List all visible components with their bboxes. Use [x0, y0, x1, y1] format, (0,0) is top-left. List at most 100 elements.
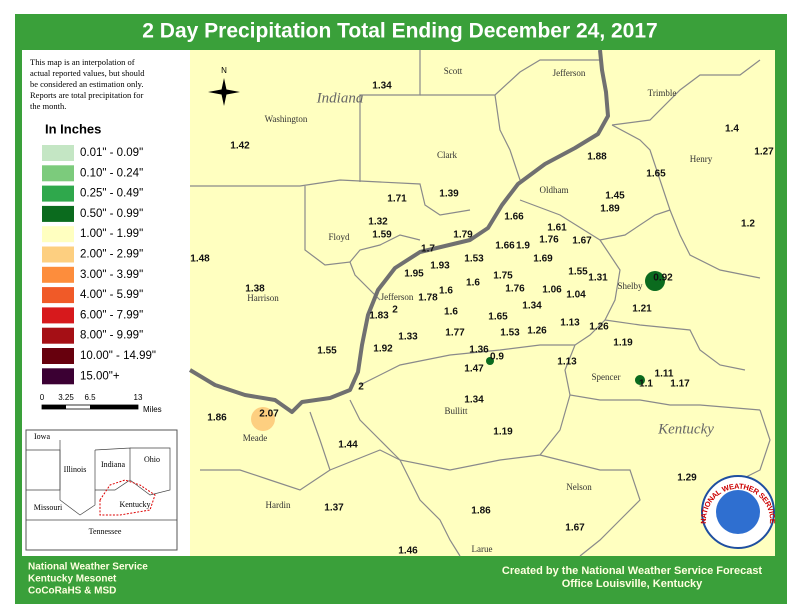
precip-reading: 1.65: [488, 312, 508, 323]
precip-reading: 1.77: [445, 328, 465, 339]
note-line: actual reported values, but should: [30, 68, 145, 78]
title: 2 Day Precipitation Total Ending Decembe…: [142, 20, 657, 43]
legend-label: 15.00"+: [80, 370, 120, 382]
precip-reading: 1.06: [542, 285, 562, 296]
footer-right: Created by the National Weather Service …: [502, 565, 763, 577]
precip-reading: 1.04: [566, 290, 586, 301]
precip-reading: 1.55: [317, 346, 337, 357]
inset-label: Indiana: [101, 460, 125, 469]
legend-swatch: [42, 327, 74, 344]
legend-swatch: [42, 348, 74, 364]
precip-reading: 1.21: [632, 304, 652, 315]
state-label: Kentucky: [657, 421, 714, 437]
inset-label: Kentucky: [119, 500, 150, 509]
station-dot: [251, 407, 275, 431]
legend-swatch: [42, 185, 74, 202]
inset-label: Illinois: [64, 465, 87, 474]
county-label: Hardin: [266, 500, 291, 510]
precip-reading: 1.71: [387, 194, 407, 205]
county-label: Jefferson: [553, 68, 586, 78]
station-dot: [635, 375, 645, 385]
legend-label: 10.00" - 14.99": [80, 350, 156, 362]
scale-bar: [41, 404, 139, 410]
precip-reading: 1.55: [568, 267, 588, 278]
inset-label: Tennessee: [89, 527, 122, 536]
precip-reading: 1.7: [421, 244, 435, 255]
precip-reading: 0.9: [490, 352, 504, 363]
county-label: Oldham: [540, 185, 569, 195]
precip-reading: 1.66: [504, 212, 524, 223]
footer-left: CoCoRaHS & MSD: [28, 586, 116, 597]
legend-label: 8.00" - 9.99": [80, 330, 143, 342]
precip-reading: 1.69: [533, 254, 553, 265]
precip-reading: 1.75: [493, 271, 513, 282]
precip-reading: 1.32: [368, 217, 388, 228]
precip-reading: 1.86: [471, 506, 491, 517]
precip-reading: 1.6: [439, 286, 453, 297]
county-lines: [190, 50, 771, 557]
county-label: Nelson: [566, 482, 592, 492]
precip-reading: 1.38: [245, 284, 265, 295]
precip-reading: 1.93: [430, 261, 450, 272]
legend-label: 4.00" - 5.99": [80, 289, 143, 301]
footer-left: Kentucky Mesonet: [28, 574, 117, 585]
station-dot: [645, 271, 665, 291]
precip-reading: 1.31: [588, 273, 608, 284]
county-label: Scott: [444, 66, 463, 76]
precip-reading: 1.29: [677, 473, 697, 484]
note-line: This map is an interpolation of: [30, 57, 135, 67]
precip-reading: 1.36: [469, 345, 489, 356]
precip-reading: 1.11: [655, 369, 674, 380]
note-line: be considered an estimation only.: [30, 79, 143, 89]
precip-reading: 1.6: [444, 307, 458, 318]
precip-reading: 1.6: [466, 278, 480, 289]
precip-reading: 1.53: [500, 328, 520, 339]
legend-swatch: [42, 226, 74, 243]
precip-reading: 1.78: [418, 293, 438, 304]
note-line: Reports are total precipitation for: [30, 90, 143, 100]
precip-reading: 0.92: [653, 273, 673, 284]
legend-swatch: [42, 145, 74, 161]
inset-label: Missouri: [34, 503, 63, 512]
scale-label: 3.25: [58, 393, 74, 402]
legend-swatch: [42, 165, 74, 182]
precip-reading: 2: [358, 382, 364, 393]
precip-reading: 1.1: [639, 379, 653, 390]
precip-reading: 1.17: [670, 379, 690, 390]
precip-reading: 1.83: [369, 311, 389, 322]
nws-logo-inner: [716, 490, 760, 534]
precip-reading: 1.47: [464, 364, 484, 375]
county-label: Clark: [437, 150, 457, 160]
precip-reading: 1.37: [324, 503, 344, 514]
ohio-river: [188, 49, 610, 414]
precip-reading: 1.67: [565, 523, 585, 534]
legend-label: 2.00" - 2.99": [80, 249, 143, 261]
legend-title: In Inches: [45, 121, 101, 136]
precip-reading: 1.42: [230, 141, 250, 152]
precip-reading: 1.95: [404, 269, 424, 280]
scale-label: 0: [40, 393, 45, 402]
precip-reading: 1.34: [464, 395, 484, 406]
scale-unit: Miles: [143, 405, 162, 414]
precip-reading: 1.61: [547, 223, 567, 234]
precip-reading: 1.19: [493, 427, 513, 438]
precip-reading: 1.13: [557, 357, 577, 368]
legend-label: 0.01" - 0.09": [80, 147, 143, 159]
scale-label: 13: [134, 393, 143, 402]
footer-left: National Weather Service: [28, 562, 148, 573]
legend-swatch: [42, 307, 74, 324]
legend-label: 0.25" - 0.49": [80, 188, 143, 200]
precip-reading: 1.45: [605, 191, 625, 202]
precip-reading: 1.65: [646, 169, 666, 180]
precip-reading: 1.34: [522, 301, 542, 312]
precip-reading: 1.33: [398, 332, 418, 343]
county-label: Meade: [243, 433, 268, 443]
legend-swatch: [42, 287, 74, 304]
precip-reading: 1.59: [372, 230, 392, 241]
county-label: Harrison: [247, 293, 279, 303]
county-label: Bullitt: [444, 406, 468, 416]
legend-swatch: [42, 205, 74, 222]
legend-swatch: [42, 246, 74, 263]
inset-label: Iowa: [34, 432, 50, 441]
county-label: Spencer: [592, 372, 621, 382]
